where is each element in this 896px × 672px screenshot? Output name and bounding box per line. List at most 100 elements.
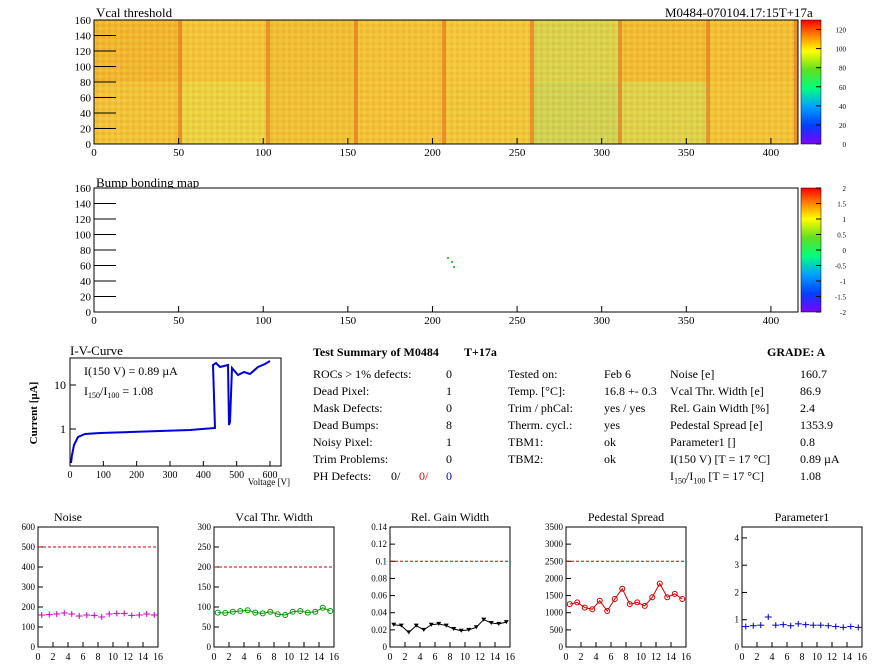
small-chart: Rel. Gain Width 0 0.02 0.04 0.06 0.08 0.1 0.12 0… xyxy=(371,510,515,663)
small-chart-title: Vcal Thr. Width xyxy=(235,510,312,524)
roc-tile xyxy=(358,82,446,144)
data-point xyxy=(589,606,596,613)
iv-curve-line xyxy=(70,360,271,464)
data-point xyxy=(282,612,289,618)
ph-defects-label: PH Defects: xyxy=(313,469,372,483)
summary-mid-value: yes xyxy=(604,418,620,432)
small-y-tick-label: 200 xyxy=(22,602,36,612)
data-point xyxy=(327,608,334,614)
data-point xyxy=(481,617,487,622)
data-point xyxy=(626,601,633,608)
small-y-tick-label: 0 xyxy=(207,642,212,652)
y-tick-label: 100 xyxy=(75,230,92,242)
data-point xyxy=(267,608,274,615)
data-point xyxy=(312,608,319,615)
small-x-tick-label: 12 xyxy=(299,652,309,663)
roc-tile xyxy=(534,20,622,82)
data-point xyxy=(214,609,221,616)
x-tick-label: 200 xyxy=(424,147,441,159)
x-tick-label: 250 xyxy=(509,315,526,327)
small-y-tick-label: 4 xyxy=(735,533,740,543)
ph-defects-v1: 0/ xyxy=(391,469,401,483)
summary-right-value: 1353.9 xyxy=(800,418,833,432)
small-x-tick-label: 0 xyxy=(388,652,393,663)
x-tick-label: 300 xyxy=(593,147,610,159)
small-x-tick-label: 8 xyxy=(800,652,805,663)
iv-xlabel: Voltage [V] xyxy=(248,477,290,487)
data-point xyxy=(671,590,678,597)
small-x-tick-label: 10 xyxy=(812,652,822,663)
iv-x-tick-label: 0 xyxy=(68,470,73,481)
summary-right-value: 86.9 xyxy=(800,384,821,398)
small-y-tick-label: 3500 xyxy=(545,522,564,532)
small-x-tick-label: 2 xyxy=(403,652,408,663)
roc-tile xyxy=(622,20,710,82)
z-tick-label: -0.5 xyxy=(835,263,847,271)
small-y-tick-label: 100 xyxy=(22,622,36,632)
summary-right-label: I(150 V) [T = 17 °C] xyxy=(670,452,771,466)
x-tick-label: 100 xyxy=(255,315,272,327)
iv-title: I-V-Curve xyxy=(70,343,123,358)
summary-left-label: Dead Pixel: xyxy=(313,384,370,398)
data-point xyxy=(473,625,479,630)
y-tick-label: 100 xyxy=(75,62,92,74)
summary-mid-value: 16.8 +- 0.3 xyxy=(604,384,657,398)
summary-right-row: Rel. Gain Width [%] 2.4 xyxy=(670,400,870,417)
z-tick-label: -1 xyxy=(840,278,846,286)
data-point xyxy=(634,599,641,606)
z-tick-label: 40 xyxy=(839,103,847,111)
summary-right-row: Noise [e] 160.7 xyxy=(670,366,870,383)
small-y-tick-label: 1500 xyxy=(545,591,564,601)
small-y-tick-label: 50 xyxy=(202,622,212,632)
bump-bonding-map: 0 50 100 150 200 250 300 350 400 020406080100120… xyxy=(75,183,847,327)
data-point xyxy=(319,604,326,611)
iv-x-axis: 0 100 200 300 400 500 600 xyxy=(68,461,278,481)
summary-right-row: I(150 V) [T = 17 °C] 0.89 µA xyxy=(670,451,870,468)
small-chart-title: Noise xyxy=(54,510,82,524)
summary-mid-column: Tested on: Feb 6 Temp. [°C]: 16.8 +- 0.3 Tri… xyxy=(508,366,668,468)
data-point xyxy=(259,610,266,617)
summary-left-value: 0 xyxy=(446,401,452,415)
data-point xyxy=(466,627,472,632)
bump-z-axis: -2 -1.5 -1 -0.5 0 0.5 1 1.5 2 xyxy=(816,185,847,317)
ratio-label: I150/I100 [T = 17 °C] xyxy=(670,469,765,486)
data-point xyxy=(611,596,618,602)
small-y-tick-label: 150 xyxy=(198,582,212,592)
small-x-tick-label: 16 xyxy=(329,652,339,663)
small-y-tick-label: 300 xyxy=(22,582,36,592)
iv-x-tick-label: 400 xyxy=(196,470,211,481)
small-y-tick-label: 0.02 xyxy=(371,625,387,635)
y-tick-label: 160 xyxy=(75,15,92,27)
small-x-tick-label: 12 xyxy=(827,652,837,663)
roc-edge xyxy=(266,82,270,144)
summary-mid-row: Tested on: Feb 6 xyxy=(508,366,668,383)
data-point xyxy=(297,608,304,614)
small-x-tick-label: 10 xyxy=(284,652,294,663)
summary-right-label: Vcal Thr. Width [e] xyxy=(670,384,764,398)
summary-mid-value: yes / yes xyxy=(604,401,646,415)
data-point xyxy=(421,627,427,632)
small-y-tick-label: 0.14 xyxy=(371,522,387,532)
small-x-tick-label: 0 xyxy=(740,652,745,663)
summary-mid-label: Therm. cycl.: xyxy=(508,418,573,432)
module-label: M0484-070104.17:15T+17a xyxy=(665,5,813,20)
small-x-tick-label: 6 xyxy=(609,652,614,663)
data-point xyxy=(641,602,648,609)
small-y-tick-label: 1000 xyxy=(545,608,564,618)
roc-edge xyxy=(178,20,182,82)
z-tick-label: 0 xyxy=(843,247,847,255)
small-x-tick-label: 6 xyxy=(785,652,790,663)
small-y-tick-label: 200 xyxy=(198,562,212,572)
summary-left-row: Trim Problems: 0 xyxy=(313,451,463,468)
bump-y-axis: 0 20 40 60 80 100 120 140 160 xyxy=(75,183,116,319)
x-tick-label: 400 xyxy=(763,147,780,159)
y-tick-label: 0 xyxy=(86,307,92,319)
vcal-threshold-map: 0 50 100 150 200 250 300 350 400 020406080100120… xyxy=(75,15,847,159)
z-tick-label: 0 xyxy=(843,141,847,149)
data-point xyxy=(679,596,686,602)
series-line xyxy=(393,618,507,634)
small-x-tick-label: 14 xyxy=(842,652,852,663)
z-tick-label: 100 xyxy=(836,46,847,54)
small-y-tick-label: 2000 xyxy=(545,573,564,583)
